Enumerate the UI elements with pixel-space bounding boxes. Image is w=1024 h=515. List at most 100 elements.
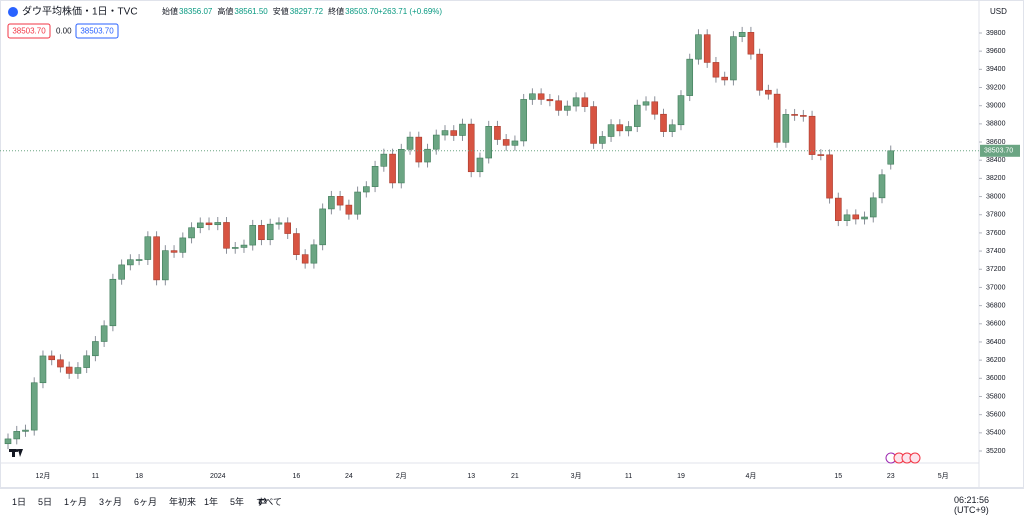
x-tick-label: 24 <box>345 473 353 480</box>
tag: 0.00 <box>56 27 72 36</box>
candle-body <box>92 341 99 357</box>
candle-body <box>730 36 737 81</box>
candle-body <box>231 247 239 249</box>
ohlc-label: 高値 <box>217 6 233 16</box>
x-tick-label: 23 <box>887 473 895 480</box>
candle-body <box>336 196 344 206</box>
y-tick-label: 37600 <box>986 230 1006 237</box>
y-tick-label: 38600 <box>986 139 1006 146</box>
range-button[interactable]: 6ヶ月 <box>134 497 158 507</box>
candle-body <box>363 186 370 193</box>
y-tick-label: 39000 <box>986 103 1006 110</box>
candle-body <box>30 382 38 431</box>
candle-body <box>721 76 728 81</box>
candle-body <box>345 204 353 215</box>
candle-body <box>537 93 545 100</box>
x-tick-label: 15 <box>834 473 842 480</box>
range-button[interactable]: 3ヶ月 <box>99 497 123 507</box>
candle-body <box>275 222 283 225</box>
y-tick-label: 35400 <box>986 430 1006 437</box>
candle-body <box>686 58 694 96</box>
y-tick-label: 39400 <box>986 66 1006 73</box>
candle-body <box>555 100 562 111</box>
range-button[interactable]: 年初来 <box>169 497 197 507</box>
range-button[interactable]: 1日 <box>12 497 27 507</box>
y-tick-label: 38400 <box>986 157 1006 164</box>
frame <box>0 0 1024 488</box>
candle-body <box>441 130 449 136</box>
candle-body <box>703 34 711 63</box>
range-button[interactable]: 5日 <box>38 497 53 507</box>
last-price-label: 38503.70 <box>984 148 1013 155</box>
ohlc-label: 始値 <box>162 6 178 16</box>
range-button[interactable]: 1ヶ月 <box>64 497 88 507</box>
y-tick-label: 36600 <box>986 321 1006 328</box>
y-tick-label: 38200 <box>986 175 1006 182</box>
y-tick-label: 36200 <box>986 357 1006 364</box>
y-tick-label: 39800 <box>986 30 1006 37</box>
candle-body <box>878 174 886 199</box>
candle-body <box>83 355 90 368</box>
x-tick-label: 5月 <box>938 472 949 480</box>
ohlc-row: 始値 38356.07 高値 38561.50 安値 38297.72 終値 38503.70 <box>162 6 379 16</box>
tag-box <box>7 23 51 39</box>
ohlc-value: 38297.72 <box>290 7 324 16</box>
candle-body <box>581 97 589 107</box>
range-button[interactable]: 5年 <box>230 497 245 507</box>
y-tick-label: 35600 <box>986 411 1006 418</box>
candle-body <box>607 124 615 137</box>
tv-logo <box>9 449 23 457</box>
x-tick-label: 13 <box>467 473 475 480</box>
x-tick-label: 12月 <box>36 472 51 480</box>
symbol-icon <box>8 7 18 17</box>
candle-body <box>572 97 580 107</box>
candle-body <box>57 359 64 368</box>
candle-body <box>406 136 414 150</box>
y-tick-label: 38800 <box>986 121 1006 128</box>
candle-body <box>39 355 47 384</box>
range-button[interactable]: すべて <box>256 497 283 507</box>
candle-body <box>65 366 73 374</box>
candle-body <box>74 367 82 374</box>
compare-icon[interactable]: ⇄ <box>258 496 268 508</box>
candle-body <box>869 197 877 218</box>
candle-body <box>861 216 868 220</box>
candle-body <box>135 259 143 261</box>
candle-body <box>319 208 326 246</box>
candle-body <box>695 34 702 60</box>
candle-body <box>852 214 860 220</box>
candle-body <box>153 236 160 281</box>
range-button[interactable]: 1年 <box>204 497 219 507</box>
candle-body <box>843 214 851 221</box>
candle-body <box>415 136 423 163</box>
ohlc-value: 38561.50 <box>234 7 268 16</box>
candle-body <box>564 105 571 111</box>
x-tick-label: 21 <box>511 473 519 480</box>
candle-body <box>48 355 56 361</box>
candle-body <box>826 154 833 199</box>
last-price-tag <box>980 144 1020 157</box>
candle-body <box>546 99 554 102</box>
candle-body <box>459 123 466 136</box>
ohlc-label: 終値 <box>328 6 344 16</box>
candle-body <box>162 250 169 281</box>
candle-body <box>782 114 790 143</box>
y-tick-label: 39200 <box>986 84 1006 91</box>
candle-body <box>616 124 624 132</box>
candle-body <box>371 165 379 187</box>
candle-body <box>633 104 641 127</box>
candle-body <box>791 114 798 116</box>
candle-body <box>188 227 195 239</box>
candle-body <box>529 93 536 100</box>
candle-body <box>485 126 493 159</box>
candle-body <box>109 278 117 327</box>
candle-body <box>800 115 807 117</box>
candle-body <box>118 264 125 280</box>
clock: 06:21:56 (UTC+9) <box>954 495 990 515</box>
y-tick-label: 39600 <box>986 48 1006 55</box>
candle-body <box>476 157 484 173</box>
candle-body <box>599 136 606 144</box>
tag: 38503.70 <box>80 27 114 36</box>
candle-body <box>450 130 458 136</box>
y-tick-label: 37000 <box>986 284 1006 291</box>
